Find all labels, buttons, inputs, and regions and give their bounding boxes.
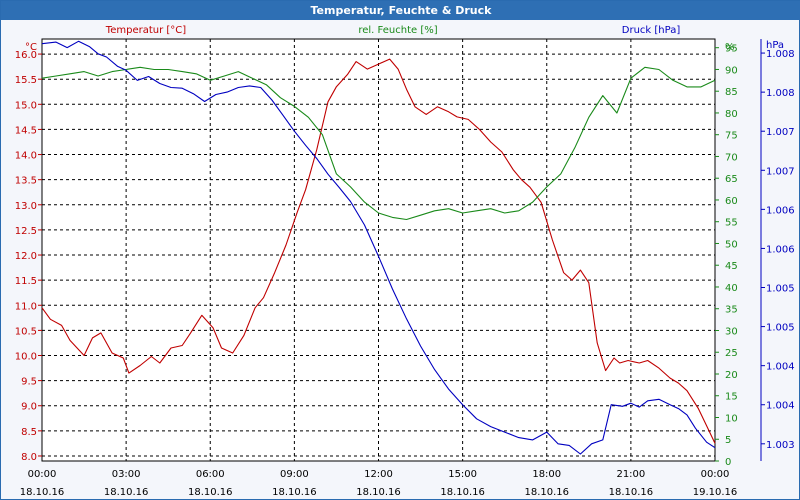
y-tick-humidity: 90 — [725, 65, 738, 76]
x-tick-time: 18:00 — [532, 469, 561, 480]
y-tick-humidity: 40 — [725, 283, 738, 294]
x-tick-date: 18.10.16 — [440, 487, 485, 498]
y-tick-temperature: 11.5 — [15, 276, 37, 287]
y-tick-temperature: 9.0 — [21, 402, 37, 413]
y-tick-temperature: 12.5 — [15, 226, 37, 237]
y-tick-humidity: 65 — [725, 174, 738, 185]
y-tick-temperature: 8.5 — [21, 427, 37, 438]
y-tick-humidity: 85 — [725, 87, 738, 98]
y-tick-temperature: 12.0 — [15, 251, 37, 262]
x-tick-time: 12:00 — [364, 469, 393, 480]
y-tick-pressure: 1.006 — [766, 244, 795, 255]
x-tick-time: 09:00 — [280, 469, 309, 480]
x-tick-time: 00:00 — [28, 469, 57, 480]
y-tick-pressure: 1.007 — [766, 166, 795, 177]
y-tick-temperature: 11.0 — [15, 301, 37, 312]
y-tick-humidity: 25 — [725, 348, 738, 359]
y-tick-temperature: 14.0 — [15, 151, 37, 162]
series-line-temperature — [41, 58, 716, 444]
x-tick-date: 18.10.16 — [188, 487, 233, 498]
y-tick-temperature: 9.5 — [21, 377, 37, 388]
y-tick-pressure: 1.005 — [766, 323, 795, 334]
y-tick-humidity: 95 — [725, 44, 738, 55]
y-tick-pressure: 1.007 — [766, 127, 795, 138]
x-tick-date: 18.10.16 — [524, 487, 569, 498]
x-tick-time: 15:00 — [448, 469, 477, 480]
y-tick-temperature: 13.5 — [15, 176, 37, 187]
chart-title: Temperatur, Feuchte & Druck — [1, 1, 800, 20]
axis-label-temperature: Temperatur [°C] — [105, 25, 186, 36]
x-tick-date: 18.10.16 — [20, 487, 65, 498]
y-tick-humidity: 70 — [725, 152, 738, 163]
y-tick-humidity: 45 — [725, 261, 738, 272]
y-tick-temperature: 14.5 — [15, 125, 37, 136]
series-line-humidity — [41, 66, 716, 221]
y-tick-humidity: 55 — [725, 218, 738, 229]
y-tick-temperature: 8.0 — [21, 452, 37, 463]
y-tick-pressure: 1.005 — [766, 284, 795, 295]
y-tick-pressure: 1.003 — [766, 440, 795, 451]
y-tick-pressure: 1.004 — [766, 362, 795, 373]
x-tick-time: 06:00 — [196, 469, 225, 480]
y-unit-pressure: hPa — [766, 40, 784, 51]
y-tick-temperature: 10.0 — [15, 352, 37, 363]
axis-label-humidity: rel. Feuchte [%] — [358, 25, 437, 36]
x-tick-date: 19.10.16 — [693, 487, 738, 498]
x-tick-time: 21:00 — [616, 469, 645, 480]
y-tick-humidity: 10 — [725, 413, 738, 424]
x-tick-date: 18.10.16 — [272, 487, 317, 498]
axis-label-pressure: Druck [hPa] — [622, 25, 681, 36]
y-tick-humidity: 0 — [725, 457, 731, 468]
y-tick-humidity: 20 — [725, 370, 738, 381]
y-tick-pressure: 1.006 — [766, 205, 795, 216]
y-tick-temperature: 10.5 — [15, 326, 37, 337]
y-tick-temperature: 15.5 — [15, 75, 37, 86]
chart-canvas: Temperatur [°C] rel. Feuchte [%] Druck [hP… — [15, 25, 795, 498]
y-tick-humidity: 50 — [725, 239, 738, 250]
y-tick-humidity: 30 — [725, 326, 738, 337]
series-line-pressure — [41, 40, 716, 455]
x-tick-time: 03:00 — [112, 469, 141, 480]
x-tick-date: 18.10.16 — [609, 487, 654, 498]
x-tick-date: 18.10.16 — [104, 487, 149, 498]
y-tick-temperature: 13.0 — [15, 201, 37, 212]
y-tick-temperature: 16.0 — [15, 50, 37, 61]
y-tick-humidity: 60 — [725, 196, 738, 207]
y-unit-humidity: % — [725, 42, 735, 53]
y-tick-temperature: 15.0 — [15, 100, 37, 111]
y-tick-pressure: 1.008 — [766, 49, 795, 60]
y-tick-humidity: 5 — [725, 435, 731, 446]
x-tick-date: 18.10.16 — [356, 487, 401, 498]
x-tick-time: 00:00 — [701, 469, 730, 480]
y-tick-humidity: 35 — [725, 305, 738, 316]
y-unit-temperature: °C — [25, 42, 37, 53]
y-tick-pressure: 1.008 — [766, 88, 795, 99]
y-tick-humidity: 80 — [725, 109, 738, 120]
y-tick-humidity: 15 — [725, 392, 738, 403]
y-tick-pressure: 1.004 — [766, 401, 795, 412]
y-tick-humidity: 75 — [725, 131, 738, 142]
